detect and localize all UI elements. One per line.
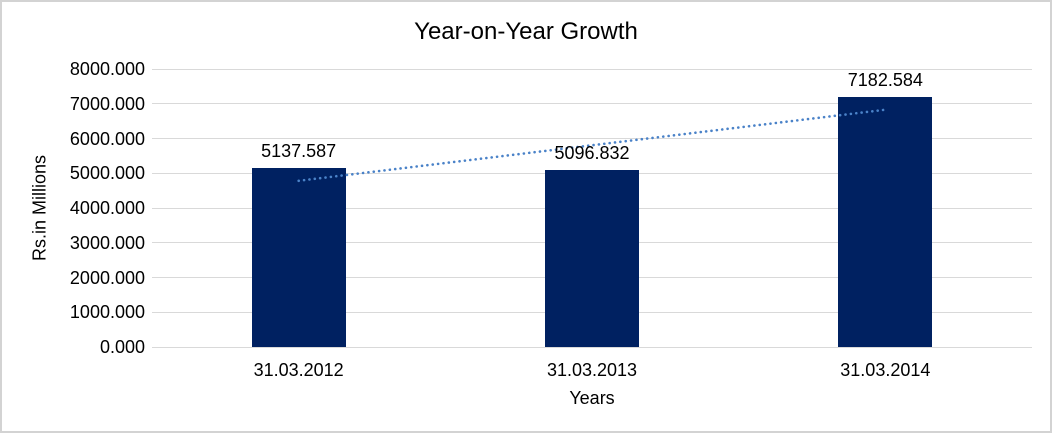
trendline: [297, 108, 887, 183]
bar: [545, 169, 639, 347]
gridline: [152, 138, 1032, 139]
y-tick-label: 1000.000: [69, 302, 145, 323]
gridline: [152, 103, 1032, 105]
x-tick-label: 31.03.2014: [840, 360, 931, 380]
bar: [838, 97, 933, 347]
gridline: [152, 346, 1032, 348]
y-tick-label: 5000.000: [69, 163, 145, 184]
plot-area: [152, 68, 1032, 348]
x-axis-title: Years: [569, 388, 615, 408]
y-tick-label: 2000.000: [69, 267, 145, 288]
data-label: 5096.832: [554, 142, 630, 163]
x-tick-label: 31.03.2013: [546, 360, 638, 380]
data-label: 5137.587: [261, 141, 337, 162]
y-tick-label: 0.000: [99, 337, 145, 357]
x-tick-label: 31.03.2012: [253, 360, 344, 380]
y-tick-label: 3000.000: [69, 232, 145, 253]
trendline-path: [297, 108, 887, 183]
data-label: 7182.584: [847, 70, 923, 91]
bar: [251, 168, 346, 347]
y-tick-label: 4000.000: [69, 198, 145, 218]
y-tick-label: 6000.000: [69, 128, 145, 149]
y-tick-label: 8000.000: [69, 59, 145, 79]
gridline: [152, 68, 1032, 70]
y-tick-label: 7000.000: [69, 93, 145, 114]
chart-title: Year-on-Year Growth: [414, 18, 638, 45]
